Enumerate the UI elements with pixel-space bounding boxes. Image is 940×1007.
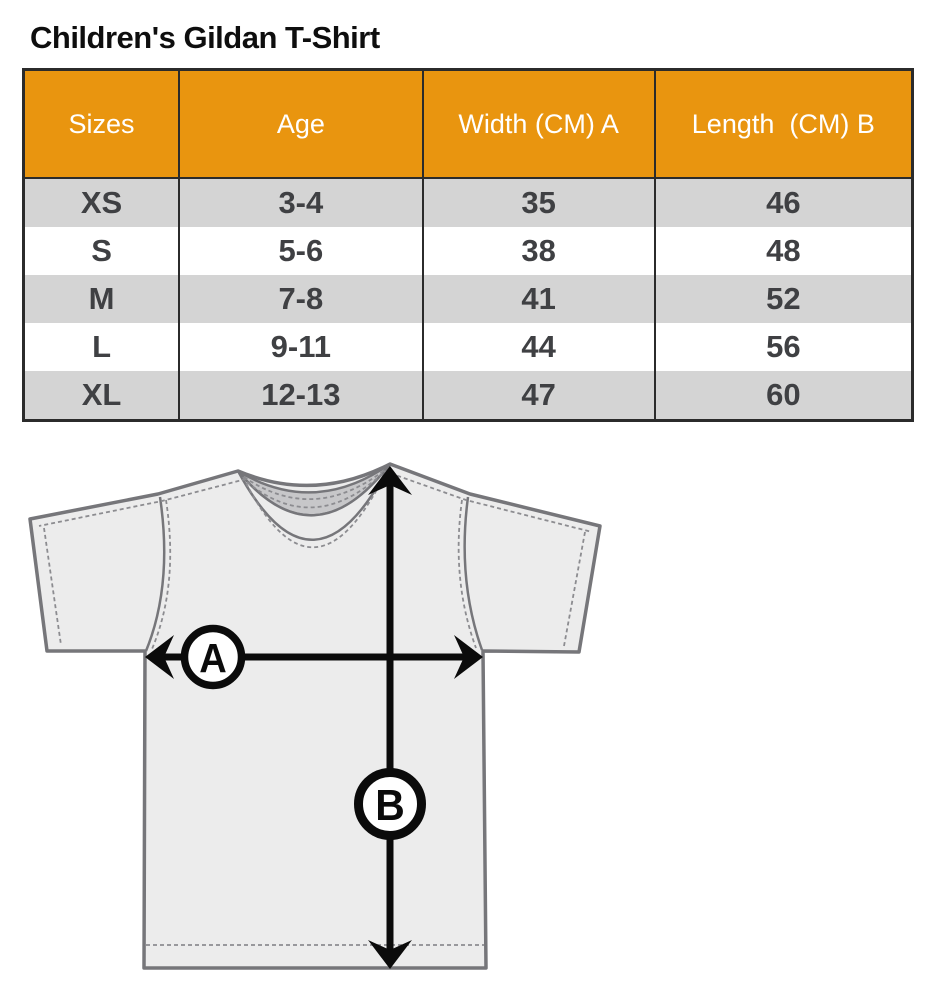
left-armhole-seam <box>144 496 166 652</box>
left-shoulder-stitch <box>38 478 247 527</box>
width-arrow-head-left <box>145 635 174 679</box>
width-label-badge: A <box>180 624 246 690</box>
table-row: M 7-8 41 52 <box>23 275 913 323</box>
table-row: XL 12-13 47 60 <box>23 371 913 421</box>
collar-band <box>236 463 392 541</box>
age-cell: 7-8 <box>178 275 423 323</box>
width-cell: 41 <box>421 275 655 323</box>
width-badge-circle <box>180 624 246 690</box>
length-label-badge: B <box>354 768 426 840</box>
width-cell: 35 <box>421 178 655 227</box>
collar-back-stitch <box>243 468 387 501</box>
age-cell: 9-11 <box>178 323 423 371</box>
table-row: L 9-11 44 56 <box>23 323 913 371</box>
col-header-width: Width (CM) A <box>421 69 655 179</box>
left-cuff-stitch <box>43 527 62 646</box>
size-cell: XS <box>23 178 180 227</box>
length-badge-letter: B <box>375 782 405 831</box>
length-cell: 52 <box>653 275 913 323</box>
width-cell: 44 <box>421 323 655 371</box>
right-armhole-seam <box>463 496 484 651</box>
age-cell: 12-13 <box>178 371 423 421</box>
right-shoulder-stitch <box>383 470 593 533</box>
table-header-row: Sizes Age Width (CM) A Length (CM) B <box>23 69 913 179</box>
length-cell: 48 <box>653 227 913 275</box>
col-header-length: Length (CM) B <box>653 69 913 179</box>
table-row: S 5-6 38 48 <box>23 227 913 275</box>
right-cuff-stitch <box>563 531 586 647</box>
length-badge-circle <box>354 768 426 840</box>
length-arrow-shaft <box>386 482 394 950</box>
col-header-age: Age <box>178 69 423 179</box>
size-cell: M <box>23 275 180 323</box>
size-cell: XL <box>23 371 180 421</box>
tshirt-measurement-diagram: A B <box>0 430 940 1007</box>
width-cell: 38 <box>421 227 655 275</box>
size-cell: L <box>23 323 180 371</box>
age-cell: 5-6 <box>178 227 423 275</box>
width-arrow <box>145 635 483 679</box>
left-armhole-stitch <box>151 499 172 650</box>
collar-front-stitch <box>242 469 388 549</box>
size-chart-table: Sizes Age Width (CM) A Length (CM) B XS … <box>22 68 914 422</box>
length-arrow <box>368 466 412 969</box>
length-cell: 56 <box>653 323 913 371</box>
size-cell: S <box>23 227 180 275</box>
length-cell: 46 <box>653 178 913 227</box>
table-row: XS 3-4 35 46 <box>23 178 913 227</box>
width-arrow-head-right <box>454 635 483 679</box>
age-cell: 3-4 <box>178 178 423 227</box>
page-title: Children's Gildan T-Shirt <box>30 20 380 55</box>
stitching-lines <box>38 468 593 946</box>
col-header-sizes: Sizes <box>23 69 180 179</box>
right-armhole-stitch <box>457 499 477 649</box>
width-arrow-shaft <box>158 653 470 661</box>
length-cell: 60 <box>653 371 913 421</box>
length-arrow-head-bottom <box>368 940 412 969</box>
collar-back-stitch-2 <box>246 472 384 509</box>
width-cell: 47 <box>421 371 655 421</box>
tshirt-outline <box>28 462 602 970</box>
length-arrow-head-top <box>368 466 412 495</box>
width-badge-letter: A <box>199 636 227 682</box>
tshirt-diagram-svg: A B <box>28 462 602 970</box>
